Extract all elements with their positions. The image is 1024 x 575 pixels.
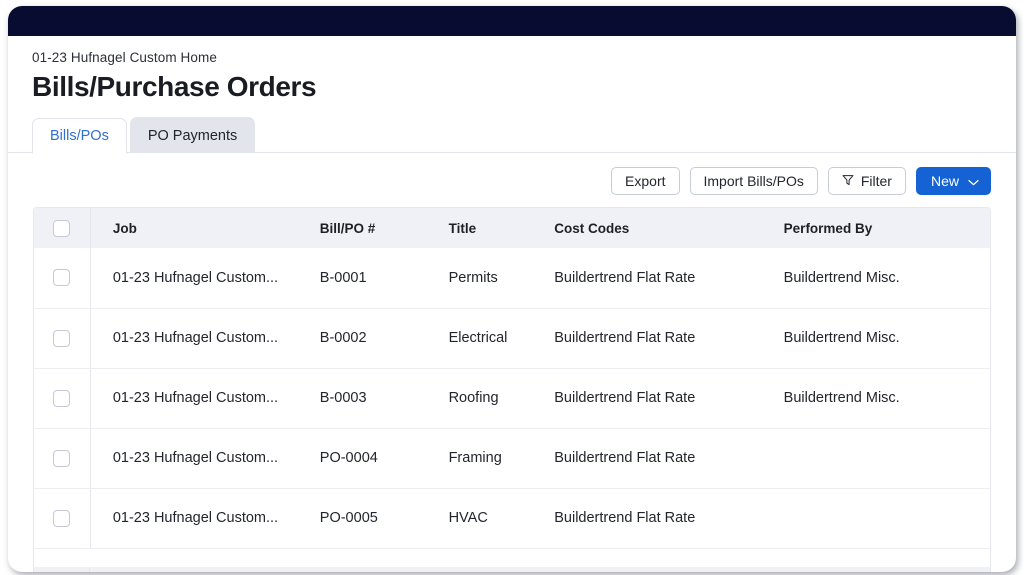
funnel-icon xyxy=(842,173,854,189)
cell-cost-codes: Buildertrend Flat Rate xyxy=(554,368,784,429)
table-toolbar: Export Import Bills/POs Filter New xyxy=(8,153,1016,207)
table-row[interactable]: 01-23 Hufnagel Custom... B-0002 Electric… xyxy=(34,308,990,369)
app-window: 01-23 Hufnagel Custom Home Bills/Purchas… xyxy=(8,6,1016,572)
cell-performed-by: Buildertrend Misc. xyxy=(783,368,990,429)
table-footer xyxy=(33,567,991,572)
bills-table: Job Bill/PO # Title Cost Codes Performed… xyxy=(34,208,990,549)
cell-cost-codes: Buildertrend Flat Rate xyxy=(554,248,784,309)
page-header: 01-23 Hufnagel Custom Home Bills/Purchas… xyxy=(8,36,1016,105)
tab-bar: Bills/POs PO Payments xyxy=(8,117,1016,154)
breadcrumb: 01-23 Hufnagel Custom Home xyxy=(32,50,217,65)
export-button[interactable]: Export xyxy=(611,167,680,195)
window-titlebar xyxy=(8,6,1016,36)
cell-performed-by: Buildertrend Misc. xyxy=(783,308,990,369)
cell-bill-po-num: B-0002 xyxy=(319,308,449,369)
cell-performed-by xyxy=(783,428,990,489)
cell-performed-by: Buildertrend Misc. xyxy=(783,248,990,309)
table-row[interactable]: 01-23 Hufnagel Custom... B-0001 Permits … xyxy=(34,248,990,309)
row-checkbox[interactable] xyxy=(53,509,71,527)
row-select-cell xyxy=(34,428,91,489)
import-bills-pos-button[interactable]: Import Bills/POs xyxy=(689,167,818,195)
column-header-cost-codes[interactable]: Cost Codes xyxy=(554,208,784,248)
cell-title: Roofing xyxy=(448,368,555,429)
page-title: Bills/Purchase Orders xyxy=(32,71,317,102)
filter-button[interactable]: Filter xyxy=(827,167,906,195)
new-label: New xyxy=(930,173,959,189)
cell-title: Electrical xyxy=(448,308,555,369)
table-row[interactable]: 01-23 Hufnagel Custom... B-0003 Roofing … xyxy=(34,368,990,429)
row-checkbox[interactable] xyxy=(53,269,71,287)
column-header-bill-po-num[interactable]: Bill/PO # xyxy=(319,208,449,248)
cell-performed-by xyxy=(783,488,990,549)
row-select-cell xyxy=(34,248,91,309)
table-row[interactable]: 01-23 Hufnagel Custom... PO-0004 Framing… xyxy=(34,428,990,489)
column-header-job[interactable]: Job xyxy=(90,208,320,248)
cell-job: 01-23 Hufnagel Custom... xyxy=(90,488,320,549)
cell-cost-codes: Buildertrend Flat Rate xyxy=(554,308,784,369)
cell-job: 01-23 Hufnagel Custom... xyxy=(90,368,320,429)
cell-bill-po-num: PO-0004 xyxy=(319,428,449,489)
row-select-cell xyxy=(34,488,91,549)
table-header-row: Job Bill/PO # Title Cost Codes Performed… xyxy=(34,208,990,248)
tab-bills-pos[interactable]: Bills/POs xyxy=(32,118,127,154)
select-all-header xyxy=(34,208,91,248)
row-checkbox[interactable] xyxy=(53,329,71,347)
row-checkbox[interactable] xyxy=(53,449,71,467)
column-header-title[interactable]: Title xyxy=(448,208,555,248)
cell-title: HVAC xyxy=(448,488,555,549)
table-header: Job Bill/PO # Title Cost Codes Performed… xyxy=(34,208,990,248)
row-select-cell xyxy=(34,308,91,369)
cell-cost-codes: Buildertrend Flat Rate xyxy=(554,488,784,549)
row-checkbox[interactable] xyxy=(53,389,71,407)
filter-label: Filter xyxy=(860,173,892,189)
column-header-performed-by[interactable]: Performed By xyxy=(783,208,990,248)
cell-job: 01-23 Hufnagel Custom... xyxy=(90,428,320,489)
table-footer-check-column xyxy=(34,567,90,572)
table-body: 01-23 Hufnagel Custom... B-0001 Permits … xyxy=(34,248,990,549)
cell-cost-codes: Buildertrend Flat Rate xyxy=(554,428,784,489)
cell-job: 01-23 Hufnagel Custom... xyxy=(90,248,320,309)
chevron-down-icon xyxy=(968,173,979,189)
cell-job: 01-23 Hufnagel Custom... xyxy=(90,308,320,369)
bills-table-container: Job Bill/PO # Title Cost Codes Performed… xyxy=(33,207,991,567)
select-all-checkbox[interactable] xyxy=(53,219,71,237)
row-select-cell xyxy=(34,368,91,429)
cell-bill-po-num: PO-0005 xyxy=(319,488,449,549)
cell-bill-po-num: B-0001 xyxy=(319,248,449,309)
new-button[interactable]: New xyxy=(915,167,991,195)
cell-title: Framing xyxy=(448,428,555,489)
tab-po-payments[interactable]: PO Payments xyxy=(129,117,256,153)
cell-title: Permits xyxy=(448,248,555,309)
table-row[interactable]: 01-23 Hufnagel Custom... PO-0005 HVAC Bu… xyxy=(34,488,990,549)
cell-bill-po-num: B-0003 xyxy=(319,368,449,429)
